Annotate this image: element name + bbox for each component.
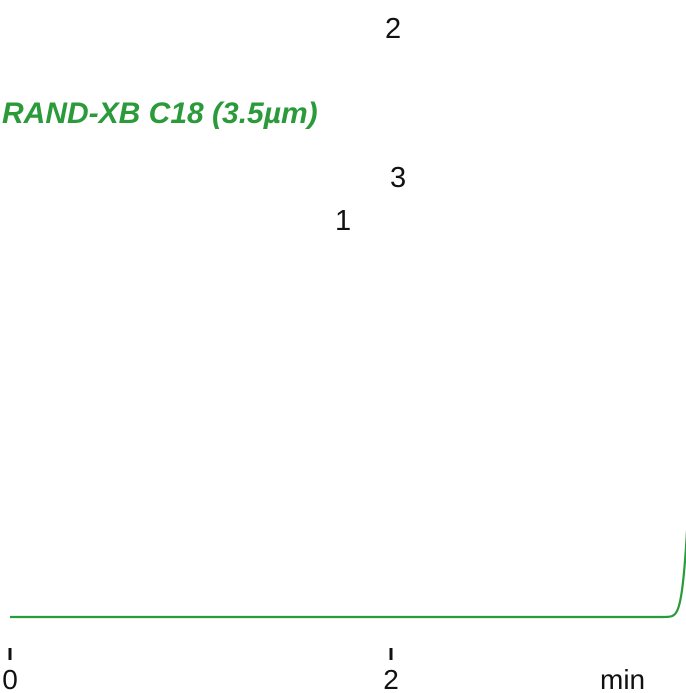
x-tick-label-2: 2 bbox=[383, 664, 399, 693]
x-axis-unit-label: min bbox=[600, 664, 645, 693]
x-tick-label-0: 0 bbox=[2, 664, 18, 693]
peak-label-1: 1 bbox=[335, 205, 351, 237]
peak-label-3: 3 bbox=[390, 162, 406, 194]
peak-label-2: 2 bbox=[385, 13, 401, 45]
chromatogram-trace bbox=[10, 529, 686, 619]
chart-title: RAND-XB C18 (3.5µm) bbox=[2, 97, 318, 130]
